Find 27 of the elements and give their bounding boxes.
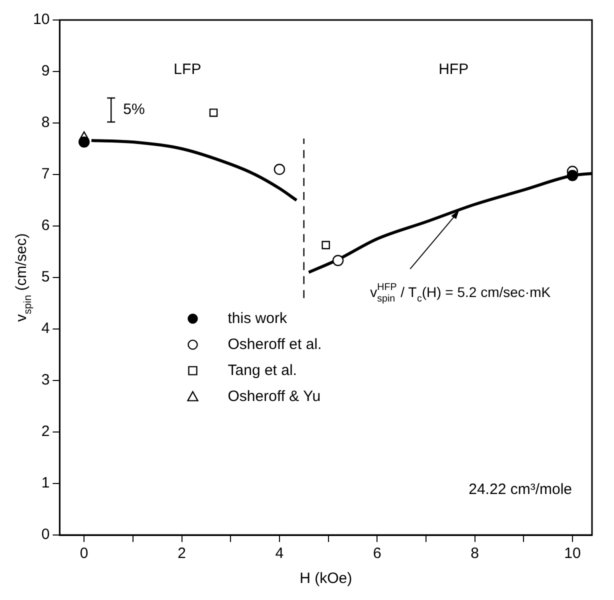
x-tick-label: 2 [178, 545, 186, 562]
y-tick-label: 1 [41, 474, 50, 492]
legend-label: Osheroff & Yu [228, 388, 321, 405]
y-tick-label: 8 [41, 114, 50, 132]
y-tick-label: 0 [41, 526, 50, 544]
y-tick-label: 3 [41, 372, 50, 389]
x-tick-label: 10 [564, 545, 581, 562]
x-tick-label: 6 [372, 545, 382, 562]
x-tick-label: 0 [80, 545, 88, 562]
annotation: 5% [123, 101, 145, 118]
legend-label: Osheroff et al. [228, 336, 322, 353]
x-tick-label: 4 [275, 545, 284, 562]
x-tick-label: 8 [470, 545, 479, 562]
y-tick-label: 10 [32, 11, 50, 28]
annotation: LFP [174, 61, 202, 78]
y-tick-label: 6 [41, 217, 50, 234]
x-axis-title: H (kOe) [300, 570, 352, 588]
legend-label: this work [228, 310, 288, 327]
annotation: HFP [438, 61, 469, 78]
y-tick-label: 4 [41, 320, 50, 338]
y-tick-label: 7 [41, 166, 50, 183]
annotation: 24.22 cm³/mole [468, 481, 572, 498]
y-tick-label: 2 [41, 423, 50, 440]
legend-label: Tang et al. [228, 362, 297, 379]
y-tick-label: 9 [41, 62, 50, 80]
y-tick-label: 5 [41, 268, 50, 286]
y-axis-title: vspin (cm/sec) [13, 233, 34, 322]
